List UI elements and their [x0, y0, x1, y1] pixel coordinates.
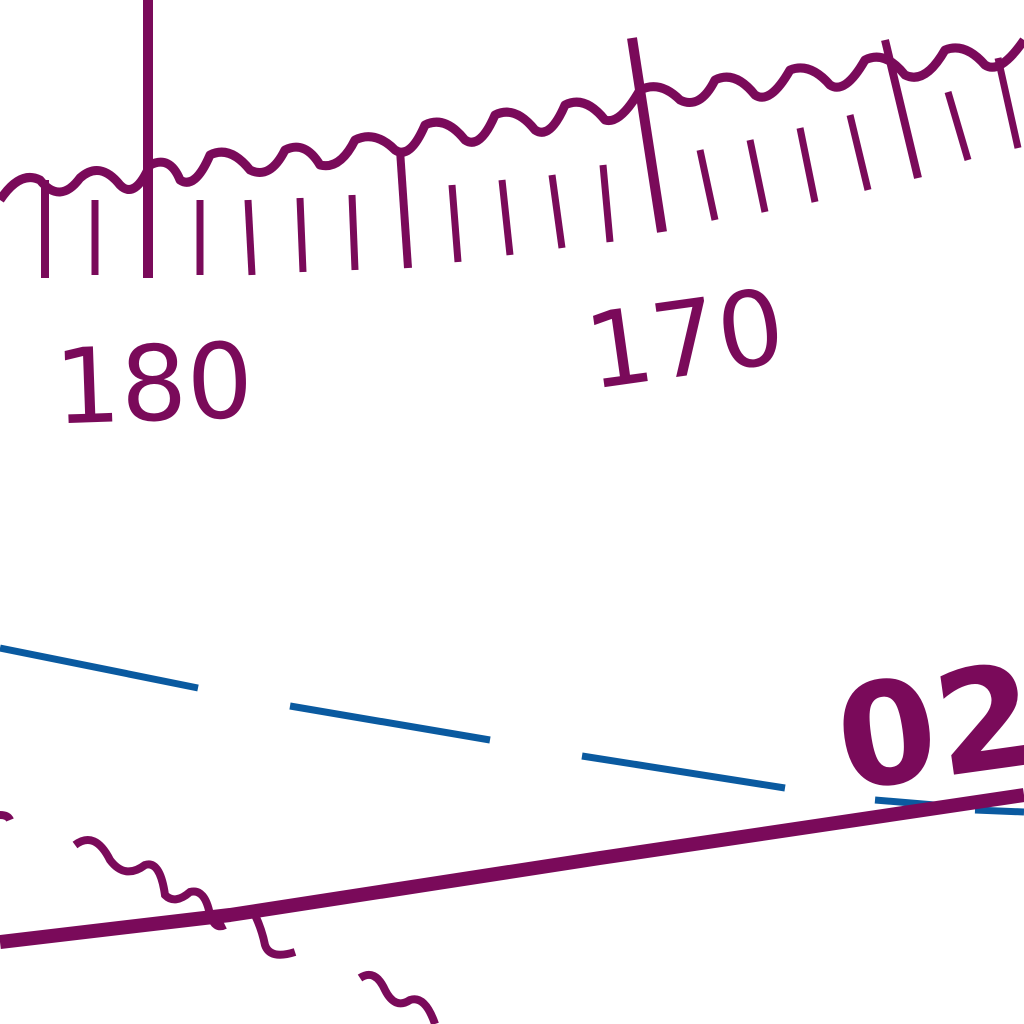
compass-tick-marks	[41, 0, 1022, 278]
boundary-dashed-line	[0, 644, 1024, 816]
airway-wavy-branch	[357, 971, 439, 1024]
boundary-dash	[581, 752, 786, 792]
airway-wavy-branch	[251, 913, 297, 959]
compass-tick	[627, 37, 667, 233]
compass-tick	[696, 149, 719, 221]
compass-tick	[348, 194, 359, 271]
compass-tick	[599, 164, 614, 243]
compass-label-170: 170	[578, 265, 792, 413]
boundary-dash	[289, 702, 491, 744]
compass-tick	[548, 174, 566, 249]
compass-arc-wavy-line	[0, 37, 1024, 203]
airway-wavy-branch	[72, 836, 227, 931]
compass-tick	[746, 139, 769, 213]
compass-tick	[498, 179, 514, 256]
compass-label-180: 180	[52, 320, 255, 449]
compass-tick	[448, 184, 462, 263]
compass-rose-arc	[0, 0, 1024, 278]
compass-tick	[244, 199, 256, 276]
compass-tick	[296, 197, 307, 273]
compass-tick	[396, 149, 412, 269]
compass-tick	[881, 39, 922, 179]
compass-tick	[944, 91, 972, 161]
compass-tick	[846, 114, 872, 191]
airway-label: 02	[827, 633, 1024, 824]
compass-tick	[994, 57, 1022, 149]
boundary-dash	[0, 644, 199, 692]
airway-line	[0, 788, 1024, 949]
compass-tick	[796, 127, 819, 203]
airway-wavy-branch	[0, 811, 14, 822]
airway-route: 02	[0, 633, 1024, 1024]
boundary-dash	[974, 806, 1024, 816]
